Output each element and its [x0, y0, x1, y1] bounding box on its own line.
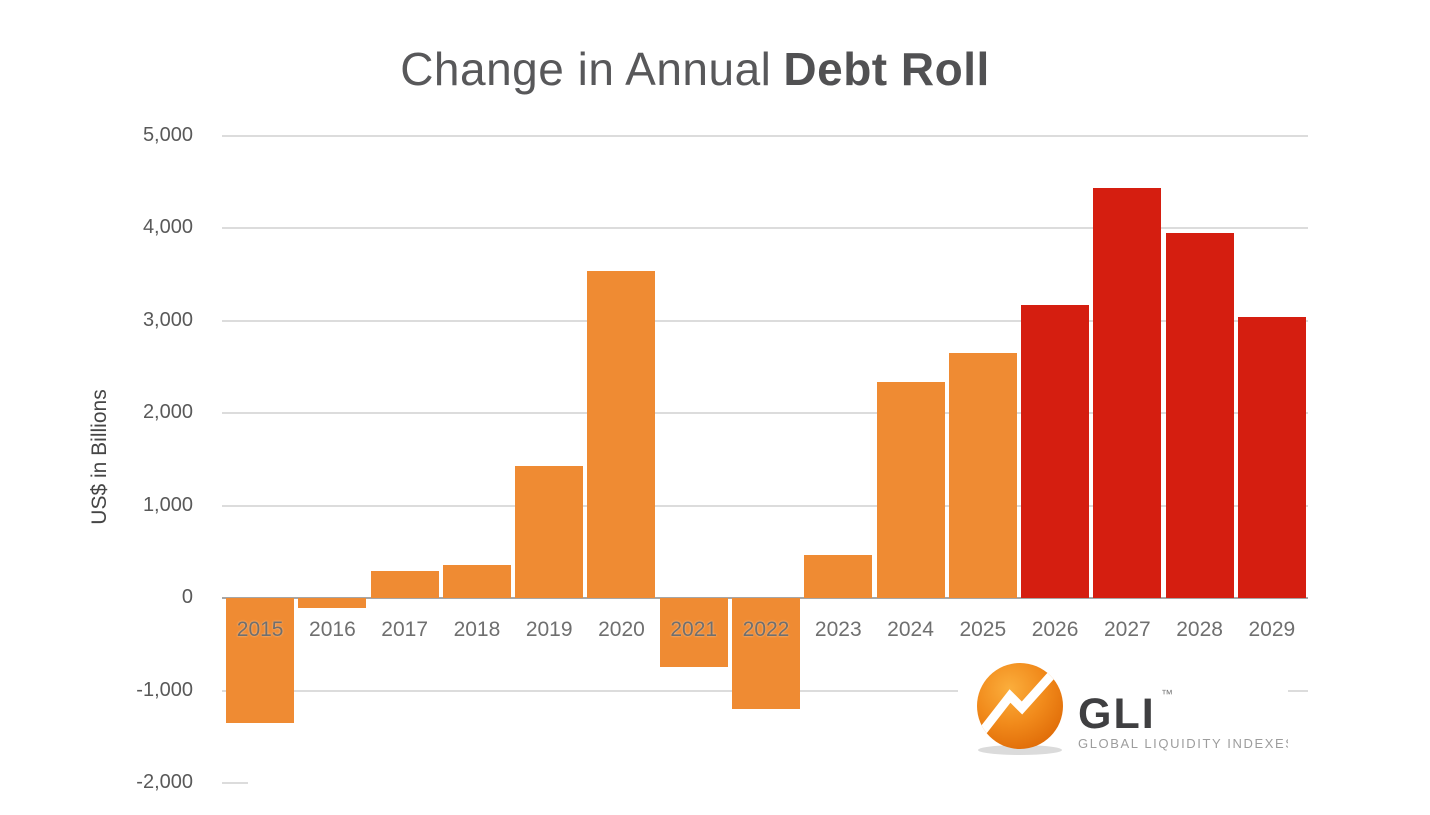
gridline	[222, 134, 1308, 137]
gli-wordmark: GLI	[1078, 690, 1156, 738]
chart-title: Change in Annual Debt Roll	[400, 42, 990, 96]
bar-2028	[1165, 232, 1234, 598]
bar-2029	[1237, 316, 1306, 598]
y-tick-label: 3,000	[142, 308, 193, 331]
bar-2024	[876, 382, 945, 598]
y-tick-label: -1,000	[136, 678, 193, 701]
x-label-2028: 2028	[1176, 618, 1223, 641]
bar-2020	[587, 271, 656, 598]
gridline	[222, 227, 1308, 229]
bar-2016	[298, 598, 367, 609]
trend-line-icon	[978, 666, 1060, 735]
bar-2015	[226, 598, 295, 723]
y-tick-label: 1,000	[142, 493, 193, 516]
bar-2018	[442, 564, 511, 598]
bar-2023	[804, 554, 873, 598]
x-label-2021: 2021	[670, 618, 718, 641]
x-label-2018: 2018	[453, 618, 501, 641]
y-tick-label: 5,000	[142, 123, 193, 146]
y-tick-label: 4,000	[142, 216, 193, 238]
y-tick-label: -2,000	[136, 771, 193, 793]
logo-shadow	[978, 745, 1062, 755]
x-label-2023: 2023	[814, 618, 862, 641]
x-label-2022: 2022	[742, 618, 790, 641]
bar-2021	[659, 598, 728, 668]
x-label-2024: 2024	[887, 618, 934, 641]
bar-2025	[948, 352, 1017, 598]
gridline	[222, 319, 1308, 322]
gli-logo-graphic: GLI ™ GLOBAL LIQUIDITY INDEXES	[977, 663, 1294, 755]
x-label-2015: 2015	[236, 618, 284, 641]
gridline	[222, 504, 1308, 507]
bar-2017	[370, 571, 439, 598]
trademark-symbol: ™	[1161, 687, 1173, 701]
gridline	[222, 412, 1308, 414]
bar-2019	[515, 465, 584, 598]
gli-logo: GLI ™ GLOBAL LIQUIDITY INDEXES	[958, 646, 1294, 764]
gli-subtitle: GLOBAL LIQUIDITY INDEXES	[1078, 736, 1288, 751]
chart-title-bold: Debt Roll	[783, 43, 990, 95]
y-tick-label: 2,000	[142, 401, 193, 423]
bar-2022	[732, 598, 800, 709]
bar-2027	[1093, 188, 1162, 598]
chart-title-regular: Change in Annual	[400, 43, 772, 95]
bar-2026	[1021, 304, 1090, 598]
x-label-2027: 2027	[1103, 618, 1151, 641]
x-label-2017: 2017	[381, 618, 429, 641]
x-label-2029: 2029	[1248, 618, 1296, 641]
x-label-2016: 2016	[309, 618, 356, 641]
x-label-2025: 2025	[959, 618, 1007, 641]
y-tick-label: 0	[181, 586, 193, 608]
gridline	[222, 782, 248, 784]
x-label-2020: 2020	[598, 618, 645, 641]
x-label-2026: 2026	[1031, 618, 1079, 641]
x-label-2019: 2019	[525, 618, 573, 641]
